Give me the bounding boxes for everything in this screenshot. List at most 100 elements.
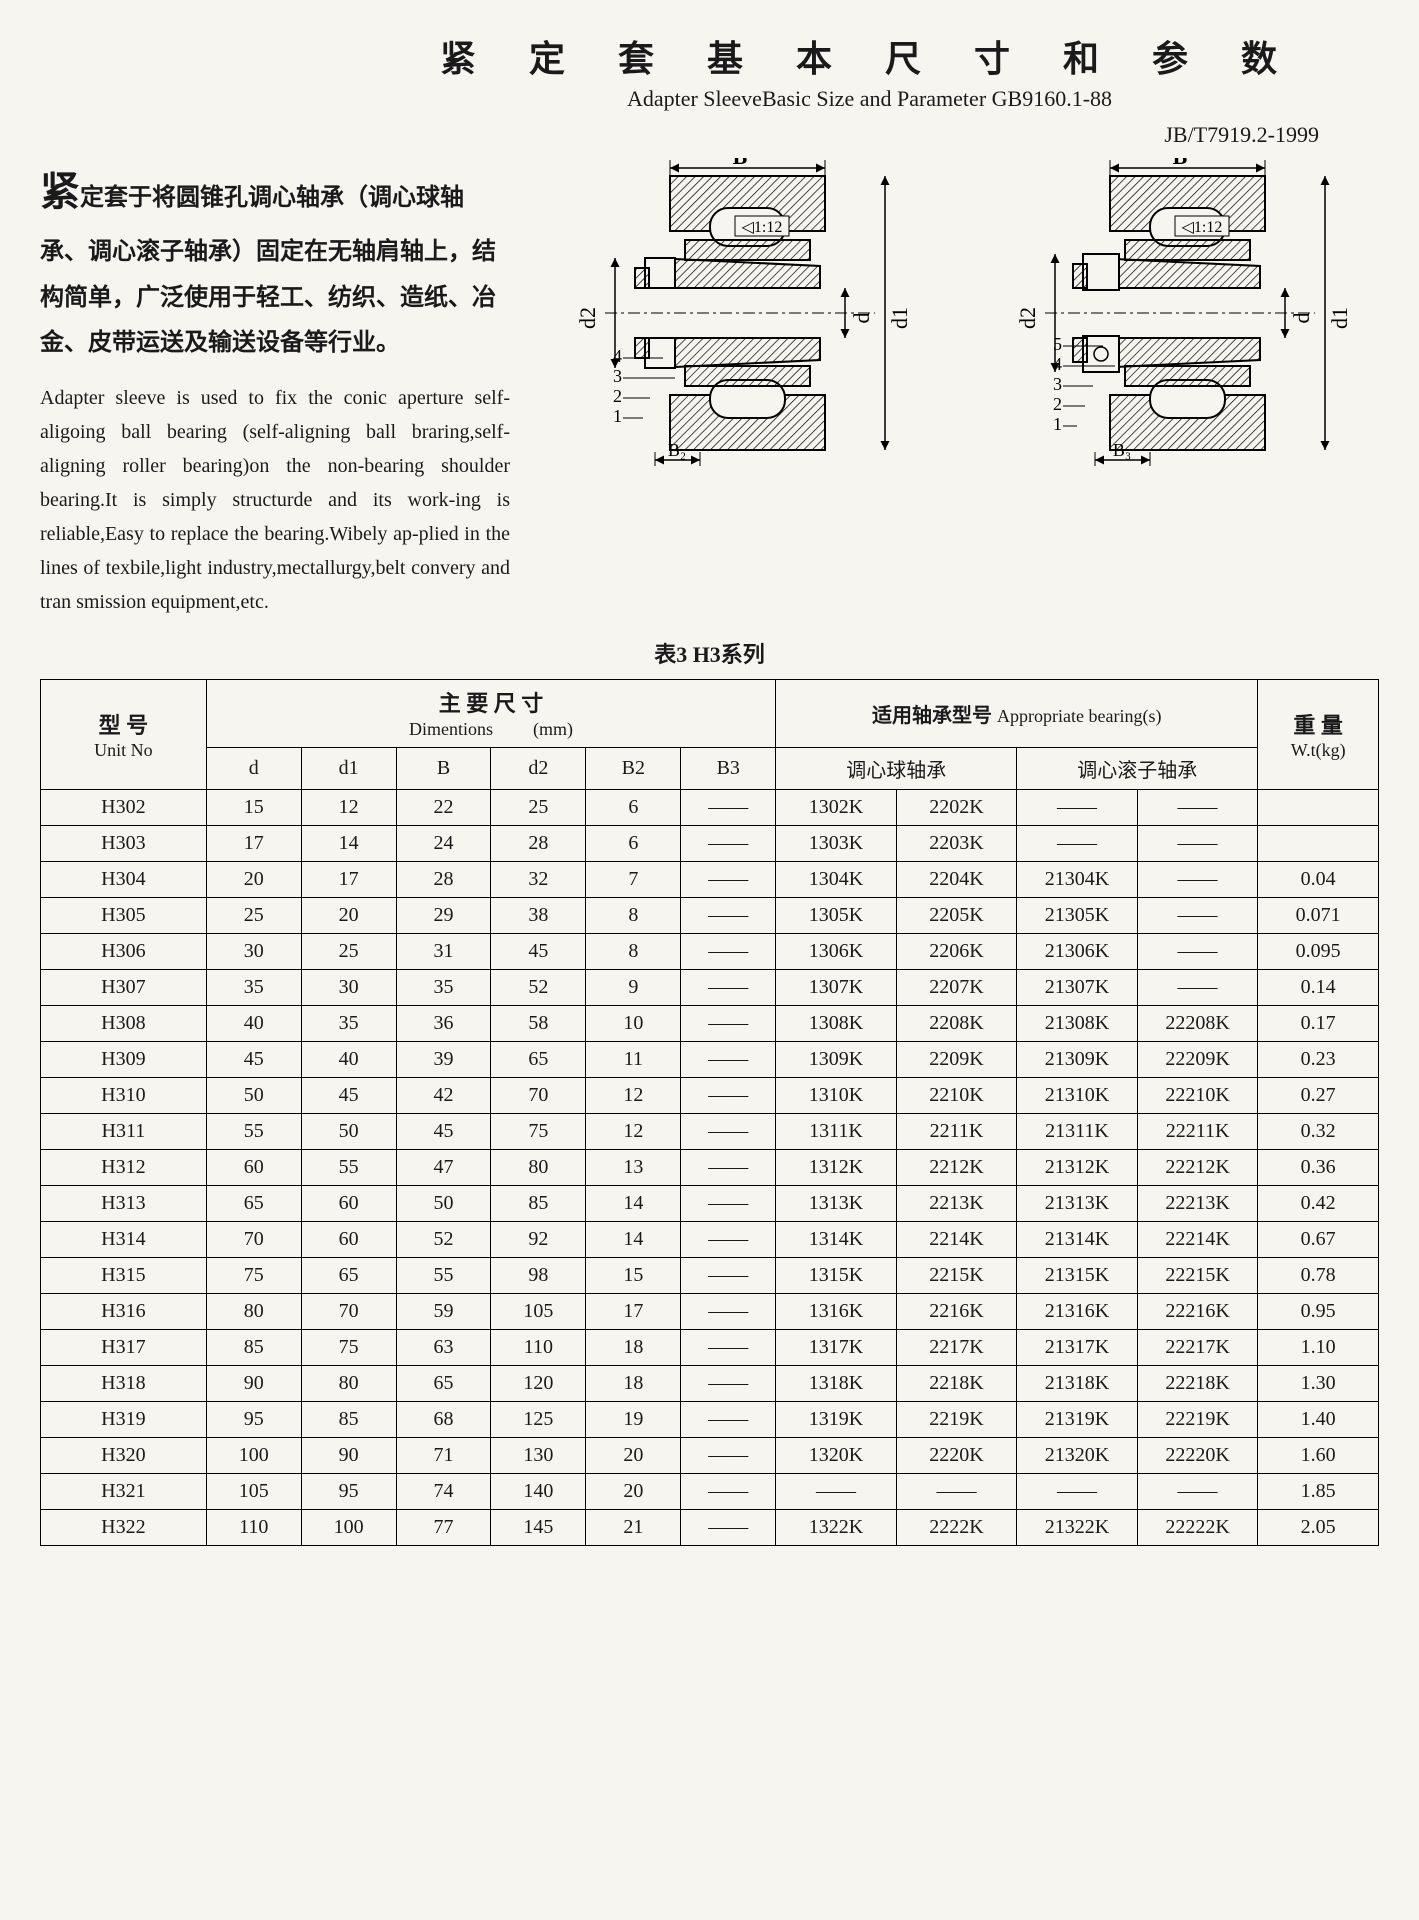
cell-B2: 12 — [586, 1077, 681, 1113]
table-row: H3094540396511——1309K2209K21309K22209K0.… — [41, 1041, 1379, 1077]
cell-B2: 14 — [586, 1221, 681, 1257]
cell-wt: 0.04 — [1258, 861, 1379, 897]
cell-d2: 28 — [491, 825, 586, 861]
cell-B: 59 — [396, 1293, 491, 1329]
cell-b4: 22217K — [1137, 1329, 1258, 1365]
cell-b1: 1318K — [776, 1365, 897, 1401]
table-row: H303171424286——1303K2203K———— — [41, 825, 1379, 861]
cell-d1: 35 — [301, 1005, 396, 1041]
svg-text:d: d — [1289, 313, 1314, 324]
cell-B: 42 — [396, 1077, 491, 1113]
cell-B2: 20 — [586, 1473, 681, 1509]
cell-b3: 21312K — [1017, 1149, 1138, 1185]
cell-d2: 80 — [491, 1149, 586, 1185]
cell-b1: 1317K — [776, 1329, 897, 1365]
cell-b1: 1314K — [776, 1221, 897, 1257]
table-row: H3136560508514——1313K2213K21313K22213K0.… — [41, 1185, 1379, 1221]
cell-B: 63 — [396, 1329, 491, 1365]
cell-B: 50 — [396, 1185, 491, 1221]
cell-d: 105 — [206, 1473, 301, 1509]
cell-d: 85 — [206, 1329, 301, 1365]
svg-text:d1: d1 — [887, 307, 912, 329]
cell-wt: 1.10 — [1258, 1329, 1379, 1365]
svg-text:d2: d2 — [575, 307, 600, 329]
lead-char: 紧 — [40, 169, 80, 214]
cell-d1: 50 — [301, 1113, 396, 1149]
cell-d: 25 — [206, 897, 301, 933]
cell-b1: 1305K — [776, 897, 897, 933]
svg-text:B: B — [732, 158, 747, 169]
cell-u: H305 — [41, 897, 207, 933]
cell-b1: 1316K — [776, 1293, 897, 1329]
cell-wt: 0.42 — [1258, 1185, 1379, 1221]
cell-b2: 2204K — [896, 861, 1017, 897]
cell-d1: 70 — [301, 1293, 396, 1329]
cell-wt: 0.36 — [1258, 1149, 1379, 1185]
svg-text:◁1:12: ◁1:12 — [741, 219, 782, 236]
table-row: H3115550457512——1311K2211K21311K22211K0.… — [41, 1113, 1379, 1149]
cell-b2: 2202K — [896, 789, 1017, 825]
table-row: H3105045427012——1310K2210K21310K22210K0.… — [41, 1077, 1379, 1113]
svg-text:B₂: B₂ — [667, 440, 685, 460]
svg-text:d1: d1 — [1327, 307, 1352, 329]
cell-u: H309 — [41, 1041, 207, 1077]
cell-B: 47 — [396, 1149, 491, 1185]
cell-b1: 1320K — [776, 1437, 897, 1473]
cell-wt: 0.95 — [1258, 1293, 1379, 1329]
cell-d2: 140 — [491, 1473, 586, 1509]
cell-B3: —— — [681, 1509, 776, 1545]
cell-b1: 1306K — [776, 933, 897, 969]
cell-wt: 0.32 — [1258, 1113, 1379, 1149]
cell-d2: 45 — [491, 933, 586, 969]
cell-b2: 2207K — [896, 969, 1017, 1005]
cell-B3: —— — [681, 897, 776, 933]
table-row: H31680705910517——1316K2216K21316K22216K0… — [41, 1293, 1379, 1329]
cell-B: 68 — [396, 1401, 491, 1437]
cell-b2: 2205K — [896, 897, 1017, 933]
cell-B2: 6 — [586, 789, 681, 825]
cell-wt: 2.05 — [1258, 1509, 1379, 1545]
cell-b3: 21317K — [1017, 1329, 1138, 1365]
diagram-right: B ◁1:12 d d1 d2 B₃ 5 4 3 2 1 — [975, 158, 1375, 468]
cell-b3: 21313K — [1017, 1185, 1138, 1221]
table-body: H302151222256——1302K2202K————H3031714242… — [41, 789, 1379, 1545]
cell-B3: —— — [681, 1257, 776, 1293]
cell-d: 100 — [206, 1437, 301, 1473]
table-row: H31785756311018——1317K2217K21317K22217K1… — [41, 1329, 1379, 1365]
cell-b4: —— — [1137, 933, 1258, 969]
cell-b4: 22222K — [1137, 1509, 1258, 1545]
cell-d2: 52 — [491, 969, 586, 1005]
title-zh: 紧 定 套 基 本 尺 寸 和 参 数 — [360, 30, 1379, 82]
cell-d: 80 — [206, 1293, 301, 1329]
standard-code: JB/T7919.2-1999 — [40, 122, 1319, 148]
cell-B3: —— — [681, 1185, 776, 1221]
cell-b2: 2220K — [896, 1437, 1017, 1473]
cell-d: 20 — [206, 861, 301, 897]
table-row: H307353035529——1307K2207K21307K——0.14 — [41, 969, 1379, 1005]
svg-text:2: 2 — [613, 386, 622, 406]
cell-u: H303 — [41, 825, 207, 861]
table-caption: 表3 H3系列 — [40, 637, 1379, 669]
cell-B: 71 — [396, 1437, 491, 1473]
cell-wt: 0.23 — [1258, 1041, 1379, 1077]
hdr-roller-bearing: 调心滚子轴承 — [1017, 747, 1258, 789]
cell-b3: 21308K — [1017, 1005, 1138, 1041]
cell-b2: 2217K — [896, 1329, 1017, 1365]
cell-b2: 2218K — [896, 1365, 1017, 1401]
cell-b3: 21310K — [1017, 1077, 1138, 1113]
table-row: H31890806512018——1318K2218K21318K22218K1… — [41, 1365, 1379, 1401]
diagrams-area: B ◁1:12 d d1 d2 B₂ 4 3 2 1 — [530, 154, 1379, 468]
cell-d: 40 — [206, 1005, 301, 1041]
cell-B3: —— — [681, 789, 776, 825]
cell-b4: —— — [1137, 789, 1258, 825]
cell-b2: 2211K — [896, 1113, 1017, 1149]
table-row: H3157565559815——1315K2215K21315K22215K0.… — [41, 1257, 1379, 1293]
hdr-dimensions: 主 要 尺 寸 Dimentions (mm) — [206, 679, 775, 747]
svg-text:1: 1 — [1053, 414, 1062, 434]
cell-wt: 1.85 — [1258, 1473, 1379, 1509]
cell-b2: 2212K — [896, 1149, 1017, 1185]
cell-b1: 1309K — [776, 1041, 897, 1077]
cell-b3: 21304K — [1017, 861, 1138, 897]
cell-d: 15 — [206, 789, 301, 825]
svg-text:◁1:12: ◁1:12 — [1181, 219, 1222, 236]
